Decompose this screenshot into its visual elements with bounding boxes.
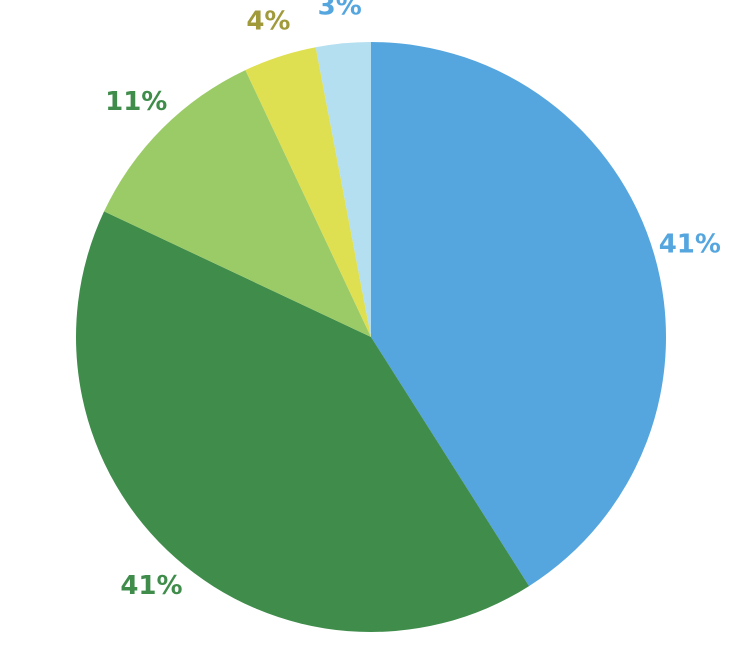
pie-slice-3	[104, 70, 371, 337]
pie-slice-1-label: 41%	[659, 229, 721, 259]
pie-slice-4	[245, 47, 371, 337]
pie-slice-5-label: 3%	[318, 0, 362, 21]
pie-slice-2	[76, 211, 530, 632]
pie-slice-2-label: 41%	[120, 571, 182, 601]
pie-slice-5	[315, 42, 371, 337]
pie-slice-1	[371, 42, 667, 587]
pie-slice-3-label: 11%	[105, 87, 167, 117]
pie-labels: 41% 41% 11% 4% 3%	[105, 0, 721, 601]
pie-slices	[76, 42, 667, 632]
pie-slice-4-label: 4%	[246, 6, 290, 36]
